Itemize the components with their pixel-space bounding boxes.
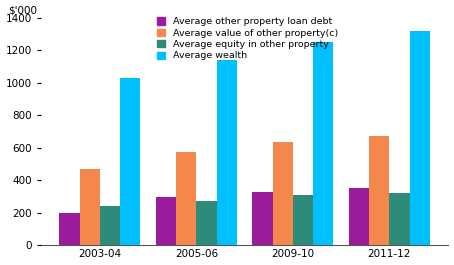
Bar <box>176 152 197 245</box>
Bar <box>217 60 237 245</box>
Bar <box>79 169 100 245</box>
Bar <box>349 188 369 245</box>
Bar <box>272 142 293 245</box>
Bar <box>197 201 217 245</box>
Bar <box>100 206 120 245</box>
Bar <box>390 193 410 245</box>
Bar <box>59 213 79 245</box>
Bar <box>120 78 140 245</box>
Bar <box>313 42 333 245</box>
Bar <box>369 136 390 245</box>
Legend: Average other property loan debt, Average value of other property(c), Average eq: Average other property loan debt, Averag… <box>156 15 340 62</box>
Text: $'000: $'000 <box>8 5 37 15</box>
Bar <box>252 192 272 245</box>
Bar <box>156 197 176 245</box>
Bar <box>410 30 430 245</box>
Bar <box>293 195 313 245</box>
